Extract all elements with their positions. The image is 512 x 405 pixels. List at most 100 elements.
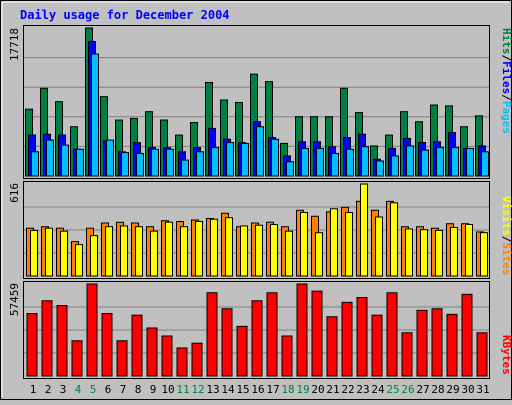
day-label-29: 29: [446, 383, 459, 396]
kbytes-bar-day-3: [56, 305, 68, 377]
visits-bar-day-23: [360, 183, 368, 277]
pages-bar-day-3: [61, 144, 69, 177]
kbytes-bar-day-9: [146, 327, 158, 377]
chart-title: Daily usage for December 2004: [20, 8, 230, 22]
pages-bar-day-7: [121, 152, 129, 177]
pages-bar-day-16: [256, 126, 264, 177]
legend-separator: /: [500, 236, 512, 243]
pages-bar-day-15: [241, 142, 249, 177]
kbytes-bar-day-31: [476, 332, 488, 377]
visits-bar-day-8: [135, 226, 143, 277]
day-label-5: 5: [90, 383, 97, 396]
kbytes-bar-day-11: [176, 347, 188, 377]
visits-bar-day-10: [165, 221, 173, 277]
visits-bar-day-24: [375, 216, 383, 277]
pages-bar-day-24: [376, 160, 384, 177]
day-label-18: 18: [281, 383, 294, 396]
legend-visits-sites: Visits/Sites: [500, 196, 512, 276]
ymax-label-visits: 616: [8, 183, 21, 203]
day-label-14: 14: [221, 383, 235, 396]
pages-bar-day-26: [406, 145, 414, 177]
bars-sites-visits: [26, 183, 488, 277]
pages-bar-day-28: [436, 147, 444, 177]
kbytes-bar-day-2: [41, 300, 53, 377]
kbytes-bar-day-1: [26, 313, 38, 377]
pages-bar-day-9: [151, 148, 159, 177]
day-label-4: 4: [75, 383, 82, 396]
visits-bar-day-7: [120, 225, 128, 277]
kbytes-bar-day-16: [251, 300, 263, 377]
kbytes-bar-day-25: [386, 292, 398, 377]
pages-bar-day-30: [466, 147, 474, 177]
kbytes-bar-day-14: [221, 308, 233, 377]
visits-bar-day-17: [270, 223, 278, 277]
kbytes-bar-day-7: [116, 340, 128, 377]
kbytes-bar-day-20: [311, 290, 323, 377]
visits-bar-day-29: [450, 226, 458, 277]
day-label-21: 21: [326, 383, 339, 396]
legend-pages: Pages: [500, 101, 512, 134]
visits-bar-day-3: [60, 230, 68, 277]
pages-bar-day-19: [301, 147, 309, 177]
pages-bar-day-8: [136, 152, 144, 177]
visits-bar-day-4: [75, 244, 83, 277]
visits-bar-day-13: [210, 218, 218, 277]
visits-bar-day-31: [480, 232, 488, 277]
legend-kbytes: KBytes: [500, 335, 512, 375]
visits-bar-day-5: [90, 235, 98, 277]
bars-kbytes: [26, 283, 488, 377]
pages-bar-day-14: [226, 142, 234, 177]
pages-bar-day-11: [181, 159, 189, 177]
visits-bar-day-30: [465, 223, 473, 277]
day-label-26: 26: [401, 383, 414, 396]
day-label-13: 13: [206, 383, 219, 396]
visits-bar-day-18: [285, 230, 293, 277]
kbytes-bar-day-6: [101, 313, 113, 377]
kbytes-bar-day-5: [86, 283, 98, 377]
visits-bar-day-6: [105, 226, 113, 277]
legend-hits: Hits: [500, 28, 512, 55]
day-label-15: 15: [236, 383, 249, 396]
pages-bar-day-18: [286, 161, 294, 177]
day-label-30: 30: [461, 383, 474, 396]
kbytes-bar-day-21: [326, 316, 338, 377]
day-label-25: 25: [386, 383, 399, 396]
legend-separator: /: [500, 55, 512, 62]
day-label-6: 6: [105, 383, 112, 396]
kbytes-bar-day-22: [341, 301, 353, 377]
pages-bar-day-31: [481, 151, 489, 177]
hits-files-pages-panel: 17718 Hits/Files/Pages: [8, 25, 512, 179]
visits-bar-day-22: [345, 212, 353, 277]
visits-bar-day-26: [405, 228, 413, 277]
day-label-20: 20: [311, 383, 324, 396]
kbytes-bar-day-18: [281, 335, 293, 377]
pages-bar-day-12: [196, 151, 204, 177]
kbytes-bar-day-13: [206, 292, 218, 377]
visits-bar-day-12: [195, 220, 203, 277]
day-label-1: 1: [30, 383, 37, 396]
day-label-12: 12: [191, 383, 204, 396]
pages-bar-day-10: [166, 148, 174, 177]
day-label-23: 23: [356, 383, 369, 396]
kbytes-bar-day-19: [296, 283, 308, 377]
visits-bar-day-25: [390, 202, 398, 277]
day-label-10: 10: [161, 383, 174, 396]
visits-bar-day-20: [315, 232, 323, 277]
kbytes-bar-day-27: [416, 309, 428, 377]
ymax-label-kbytes: 57459: [8, 283, 21, 316]
day-label-19: 19: [296, 383, 309, 396]
kbytes-bar-day-30: [461, 293, 473, 377]
day-label-24: 24: [371, 383, 385, 396]
day-label-2: 2: [45, 383, 52, 396]
visits-bar-day-11: [180, 226, 188, 277]
pages-bar-day-27: [421, 149, 429, 177]
sites-visits-panel: 616 Visits/Sites: [8, 181, 512, 279]
visits-bar-day-21: [330, 208, 338, 277]
legend-sites: Sites: [500, 242, 512, 275]
visits-bar-day-14: [225, 217, 233, 277]
pages-bar-day-25: [391, 155, 399, 177]
pages-bar-day-23: [361, 146, 369, 177]
legend-files: Files: [500, 61, 512, 94]
kbytes-bar-day-23: [356, 297, 368, 377]
